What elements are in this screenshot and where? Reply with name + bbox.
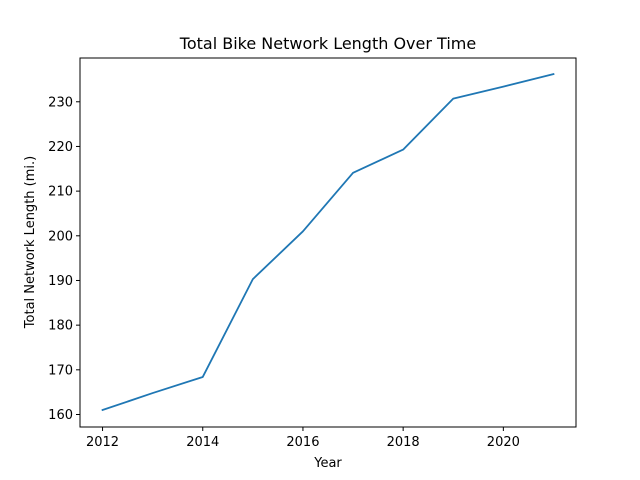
series-line: [101, 72, 555, 412]
y-tick-label: 220: [48, 140, 73, 155]
y-tick-label: 180: [48, 319, 73, 334]
axes-frame: [79, 57, 577, 428]
x-tick-label: 2020: [487, 435, 520, 450]
y-tick-label: 190: [48, 274, 73, 289]
y-tick-label: 170: [48, 363, 73, 378]
y-tick-label: 200: [48, 229, 73, 244]
y-tick-label: 160: [48, 408, 73, 423]
y-tick-label: 230: [48, 95, 73, 110]
x-tick-label: 2014: [186, 435, 219, 450]
x-axis-label: Year: [313, 456, 342, 471]
y-axis-label: Total Network Length (mi.): [23, 156, 38, 329]
x-tick-label: 2012: [86, 435, 119, 450]
y-tick-label: 210: [48, 185, 73, 200]
x-tick-label: 2018: [387, 435, 420, 450]
x-tick-label: 2016: [286, 435, 319, 450]
plot-area: [101, 72, 555, 412]
chart-title: Total Bike Network Length Over Time: [179, 34, 476, 53]
